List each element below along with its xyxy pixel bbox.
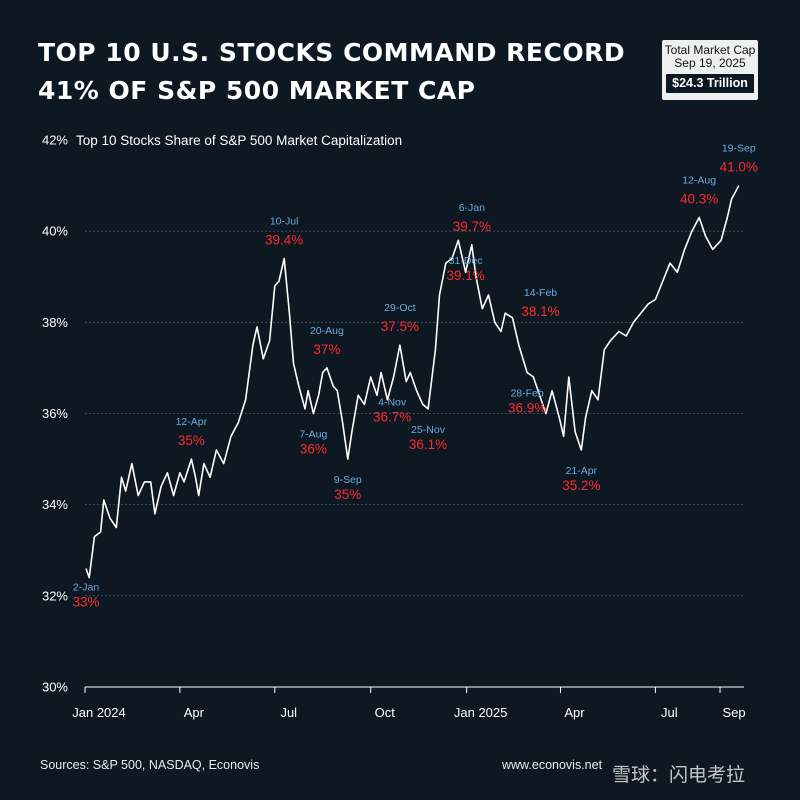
website-link[interactable]: www.econovis.net [502, 758, 603, 772]
x-tick-label: Jul [661, 705, 678, 720]
annotation-date: 2-Jan [73, 581, 99, 593]
annotation-14-Feb: 14-Feb 38.1% [521, 287, 559, 319]
annotation-value: 41.0% [720, 160, 758, 175]
annotation-date: 29-Oct [384, 302, 416, 314]
annotation-value: 36% [300, 442, 327, 457]
annotation-value: 37% [313, 342, 340, 357]
y-tick-label: 36% [42, 406, 68, 421]
annotation-value: 35% [334, 487, 361, 502]
annotation-date: 12-Aug [682, 174, 716, 186]
title-line-2: 41% OF S&P 500 MARKET CAP [38, 76, 476, 105]
x-tick-label: Sep [722, 705, 745, 720]
annotation-date: 14-Feb [524, 287, 557, 299]
annotation-date: 10-Jul [270, 216, 299, 228]
annotation-date: 21-Apr [566, 465, 598, 477]
annotation-10-Jul: 10-Jul 39.4% [265, 216, 303, 248]
annotation-date: 19-Sep [722, 143, 756, 155]
axis-ticks: 30% 32% 34% 36% 38% 40% 42% Jan 2024 Apr Jul Oct Ja… [42, 133, 746, 721]
grid-lines [85, 230, 744, 597]
annotation-value: 36.1% [409, 437, 447, 452]
annotation-value: 39.1% [446, 268, 484, 283]
annotation-date: 31-Dec [449, 255, 483, 267]
market-cap-label: Total Market Cap [664, 43, 756, 57]
y-tick-label: 34% [42, 497, 68, 512]
annotation-value: 37.5% [381, 319, 419, 334]
y-tick-label: 32% [42, 588, 68, 603]
chart-title: Top 10 Stocks Share of S&P 500 Market Ca… [76, 133, 402, 148]
annotation-value: 39.4% [265, 233, 303, 248]
annotation-12-Aug: 12-Aug 40.3% [680, 174, 718, 206]
annotation-date: 28-Feb [510, 387, 543, 399]
y-tick-label: 40% [42, 224, 68, 239]
annotation-value: 40.3% [680, 191, 718, 206]
x-tick-label: Apr [564, 705, 585, 720]
page-title: TOP 10 U.S. STOCKS COMMAND RECORD 41% OF… [38, 34, 625, 110]
annotation-value: 38.1% [521, 304, 559, 319]
series-layer [85, 185, 740, 579]
annotation-value: 35% [178, 433, 205, 448]
market-cap-box: Total Market Cap Sep 19, 2025 $24.3 Tril… [662, 40, 758, 100]
annotation-20-Aug: 20-Aug 37% [310, 325, 344, 357]
x-tick-label: Jul [280, 705, 297, 720]
x-tick-label: Oct [375, 705, 396, 720]
annotation-date: 6-Jan [459, 202, 485, 214]
annotation-date: 12-Apr [176, 416, 208, 428]
y-tick-label: 42% [42, 133, 68, 148]
annotation-date: 9-Sep [334, 474, 362, 486]
sources-text: Sources: S&P 500, NASDAQ, Econovis [40, 758, 260, 772]
market-cap-value: $24.3 Trillion [666, 74, 754, 93]
annotation-value: 36.9% [508, 400, 546, 415]
watermark-text: 雪球：闪电考拉 [612, 764, 746, 786]
annotation-date: 7-Aug [299, 429, 327, 441]
y-tick-label: 38% [42, 315, 68, 330]
annotation-29-Oct: 29-Oct 37.5% [381, 302, 419, 334]
annotation-value: 36.7% [373, 410, 411, 425]
annotation-12-Apr: 12-Apr 35% [176, 416, 208, 448]
x-tick-label: Jan 2024 [72, 705, 126, 720]
annotation-19-Sep: 19-Sep 41.0% [720, 143, 758, 175]
annotation-value: 39.7% [453, 219, 491, 234]
market-cap-date: Sep 19, 2025 [674, 56, 746, 70]
y-tick-label: 30% [42, 680, 68, 695]
annotation-6-Jan: 6-Jan 39.7% [453, 202, 491, 234]
title-line-1: TOP 10 U.S. STOCKS COMMAND RECORD [38, 38, 626, 67]
series-line [85, 185, 740, 579]
annotation-value: 35.2% [562, 478, 600, 493]
annotation-value: 33% [73, 594, 100, 609]
annotation-date: 4-Nov [378, 397, 407, 409]
annotation-date: 25-Nov [411, 424, 446, 436]
x-tick-label: Jan 2025 [454, 705, 508, 720]
annotation-date: 20-Aug [310, 325, 344, 337]
x-tick-label: Apr [184, 705, 205, 720]
